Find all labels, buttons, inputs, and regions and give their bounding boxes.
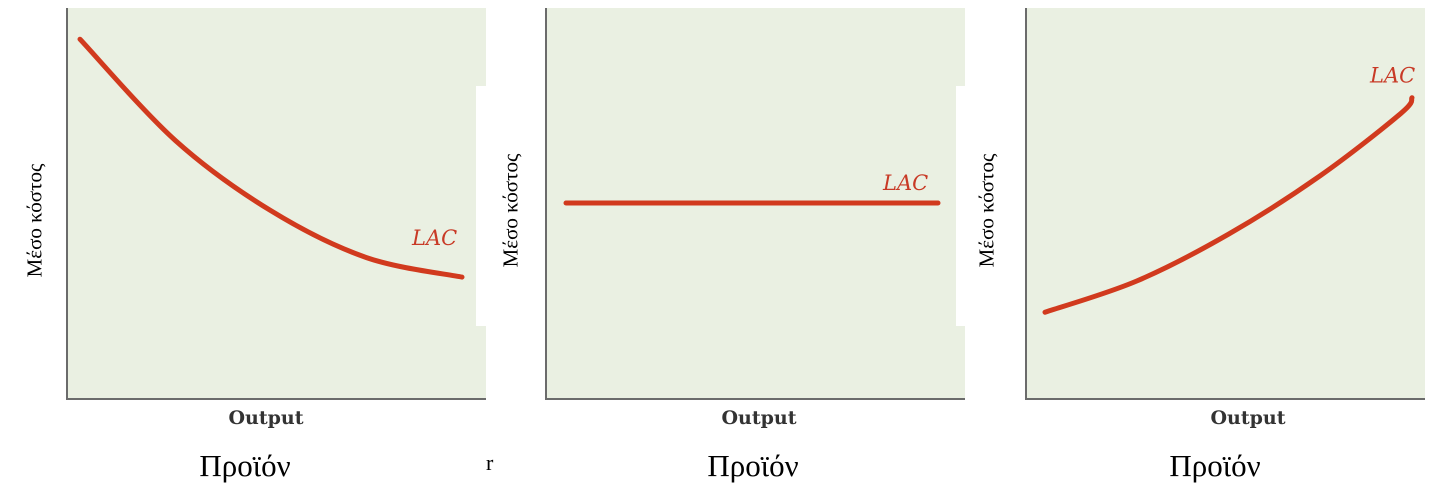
x-sublabel-constant: Προϊόν [707,448,799,483]
lac-label-constant: LAC [882,171,928,195]
x-axis-increasing [1025,398,1425,400]
y-axis-decreasing [66,8,68,400]
x-sublabel-increasing: Προϊόν [1169,448,1261,483]
stray-mark: r [486,450,494,475]
lac-curve-decreasing [77,36,465,280]
x-axis-label-increasing: Output [1210,407,1286,429]
plot-area-increasing [1027,8,1425,398]
lac-label-increasing: LAC [1369,64,1415,88]
plot-area-decreasing [68,8,486,398]
x-sublabel-decreasing: Προϊόν [199,448,291,483]
ylabel-mask-decreasing [0,100,52,330]
ylabel-mask-increasing [956,86,1008,326]
x-axis-label-decreasing: Output [228,407,304,429]
y-axis-constant [545,8,547,400]
y-axis-increasing [1025,8,1027,400]
lac-curve-increasing [1042,95,1415,315]
x-axis-decreasing [66,398,486,400]
ylabel-mask-constant [476,86,528,326]
x-axis-constant [545,398,965,400]
lac-label-decreasing: LAC [411,226,457,250]
x-axis-label-constant: Output [721,407,797,429]
